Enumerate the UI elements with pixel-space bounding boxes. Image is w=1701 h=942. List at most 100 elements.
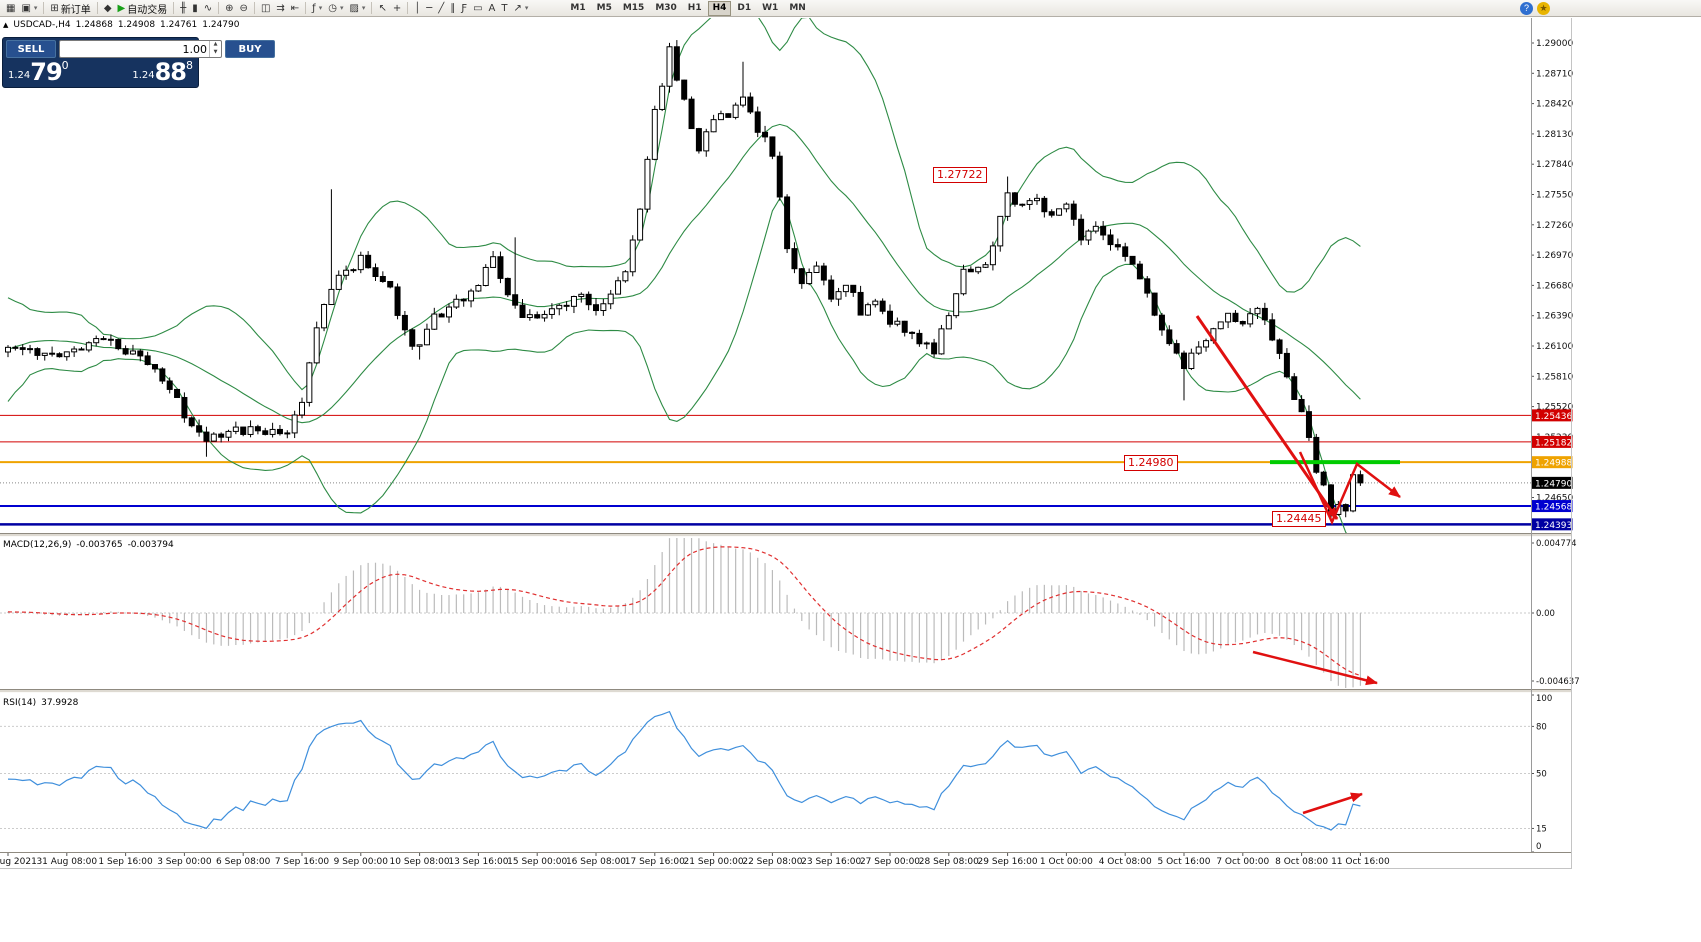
- text-button[interactable]: A: [486, 1, 499, 16]
- timeframe-d1[interactable]: D1: [732, 1, 756, 16]
- autotrading-icon: ▶: [117, 2, 126, 14]
- macd-value-2: -0.003794: [127, 540, 174, 550]
- svg-text:15: 15: [1536, 824, 1547, 834]
- expert-advisors-button[interactable]: ◆: [101, 1, 115, 16]
- chart-shift-icon: ⇤: [290, 2, 300, 14]
- shapes-button[interactable]: ▭: [470, 1, 485, 16]
- sell-price-sup: 0: [61, 59, 69, 72]
- timeframe-m15[interactable]: M15: [618, 1, 649, 16]
- chart-profiles-icon: ▣: [21, 2, 31, 14]
- rsi-label: RSI(14) 37.9928: [3, 698, 78, 708]
- sell-price-big: 79: [30, 58, 62, 86]
- volume-stepper[interactable]: ▲ ▼: [209, 41, 221, 57]
- templates-button[interactable]: ▨ ▾: [346, 1, 368, 16]
- svg-text:1.28130: 1.28130: [1536, 130, 1573, 140]
- autotrading-button[interactable]: ▶ 自动交易: [115, 1, 171, 16]
- bars-mode-button[interactable]: ╫: [177, 1, 189, 16]
- community-button[interactable]: ?: [1520, 1, 1533, 15]
- cursor-button[interactable]: ↖: [375, 1, 389, 16]
- svg-text:13 Sep 16:00: 13 Sep 16:00: [448, 857, 508, 867]
- auto-scroll-icon: ⇉: [276, 2, 285, 14]
- price-annotation[interactable]: 1.27722: [933, 167, 987, 183]
- svg-text:27 Sep 00:00: 27 Sep 00:00: [860, 857, 920, 867]
- buy-price[interactable]: 1.24 88 8: [132, 60, 193, 84]
- candles-mode-button[interactable]: ▮: [189, 1, 201, 16]
- equidistant-channel-icon: ∥: [450, 2, 456, 14]
- trend-arrow[interactable]: [1302, 792, 1363, 815]
- timeframe-m30[interactable]: M30: [650, 1, 681, 16]
- timeframe-mn[interactable]: MN: [784, 1, 811, 16]
- timeframe-w1[interactable]: W1: [757, 1, 783, 16]
- volume-input[interactable]: [60, 41, 209, 57]
- alerts-button[interactable]: ★: [1537, 1, 1550, 15]
- cursor-icon: ↖: [378, 2, 387, 14]
- toolbar-separator: [43, 2, 45, 14]
- indicators-button[interactable]: ƒ ▾: [309, 1, 325, 16]
- sell-price[interactable]: 1.24 79 0: [8, 60, 69, 84]
- buy-button[interactable]: BUY: [225, 40, 275, 58]
- toolbar-separator: [173, 2, 175, 14]
- line-mode-icon: ∿: [203, 2, 213, 14]
- horizontal-line-button[interactable]: ─: [423, 1, 435, 16]
- svg-text:28 Sep 08:00: 28 Sep 08:00: [919, 857, 979, 867]
- line-mode-button[interactable]: ∿: [201, 1, 215, 16]
- volume-up-icon[interactable]: ▲: [213, 41, 218, 47]
- svg-text:10 Sep 08:00: 10 Sep 08:00: [390, 857, 450, 867]
- macd-axis: 0.004774 0.00 -0.004637: [1531, 539, 1580, 687]
- periods-button[interactable]: ◷ ▾: [325, 1, 346, 16]
- volume-down-icon[interactable]: ▼: [213, 49, 218, 55]
- buy-price-big: 88: [154, 58, 187, 86]
- tile-windows-icon: ◫: [260, 2, 271, 14]
- new-chart-button[interactable]: ▦: [3, 1, 18, 16]
- toolbar-separator: [407, 2, 409, 14]
- chart-profiles-button[interactable]: ▣ ▾: [18, 1, 40, 16]
- zoom-in-button[interactable]: ⊕: [222, 1, 236, 16]
- candles-mode-icon: ▮: [192, 2, 198, 14]
- chart-shift-button[interactable]: ⇤: [288, 1, 302, 16]
- macd-name: MACD(12,26,9): [3, 540, 72, 550]
- timeframe-h1[interactable]: H1: [683, 1, 707, 16]
- crosshair-icon: +: [392, 2, 402, 14]
- equidistant-channel-button[interactable]: ∥: [447, 1, 458, 16]
- text-label-icon: T: [501, 2, 508, 14]
- toolbar: ▦ ▣ ▾ ⊞ 新订单 ◆ ▶ 自动交易 ╫ ▮ ∿ ⊕ ⊖ ◫ ⇉ ⇤ ƒ ▾ ◷ ▾ ▨ ▾ ↖ + │ ─ ╱ ∥ Ƒ ▭ A T ↗ ▾ M…: [0, 0, 1701, 17]
- one-click-toggle-icon[interactable]: ▲: [3, 21, 9, 29]
- toolbar-separator: [218, 2, 220, 14]
- trend-arrows: [1195, 315, 1401, 815]
- panel-splitter[interactable]: [0, 533, 1572, 537]
- svg-text:1.26680: 1.26680: [1536, 281, 1573, 291]
- timeframe-h4[interactable]: H4: [707, 0, 732, 16]
- macd-signal-line: [7, 546, 1361, 677]
- sell-button[interactable]: SELL: [6, 40, 56, 58]
- vertical-line-icon: │: [414, 2, 421, 14]
- arrows-tool-button[interactable]: ↗ ▾: [510, 1, 531, 16]
- trendline-button[interactable]: ╱: [435, 1, 447, 16]
- timeframe-m5[interactable]: M5: [592, 1, 617, 16]
- text-label-button[interactable]: T: [498, 1, 510, 16]
- svg-text:1.27260: 1.27260: [1536, 221, 1573, 231]
- new-order-button[interactable]: ⊞ 新订单: [47, 1, 93, 16]
- tile-windows-button[interactable]: ◫: [258, 1, 273, 16]
- trend-arrow[interactable]: [1298, 451, 1401, 526]
- sell-price-prefix: 1.24: [8, 70, 31, 81]
- timeframe-m1[interactable]: M1: [565, 1, 590, 16]
- price-annotation[interactable]: 1.24980: [1124, 455, 1178, 471]
- panel-splitter[interactable]: [0, 689, 1572, 693]
- new-order-button-label: 新订单: [60, 4, 91, 16]
- trend-arrow[interactable]: [1195, 315, 1339, 520]
- macd-panel: [0, 538, 1531, 688]
- chevron-down-icon: ▾: [318, 4, 323, 12]
- zoom-out-button[interactable]: ⊖: [237, 1, 251, 16]
- crosshair-button[interactable]: +: [390, 1, 404, 16]
- fibonacci-button[interactable]: Ƒ: [458, 1, 470, 16]
- candles: [5, 40, 1364, 520]
- arrows-tool-icon: ↗: [513, 2, 522, 14]
- vertical-line-button[interactable]: │: [411, 1, 423, 16]
- price-annotation[interactable]: 1.24445: [1272, 511, 1326, 527]
- auto-scroll-button[interactable]: ⇉: [273, 1, 287, 16]
- ohlc-low: 1.24761: [160, 20, 198, 30]
- trend-arrow[interactable]: [1252, 650, 1378, 686]
- svg-text:1.28420: 1.28420: [1536, 100, 1573, 110]
